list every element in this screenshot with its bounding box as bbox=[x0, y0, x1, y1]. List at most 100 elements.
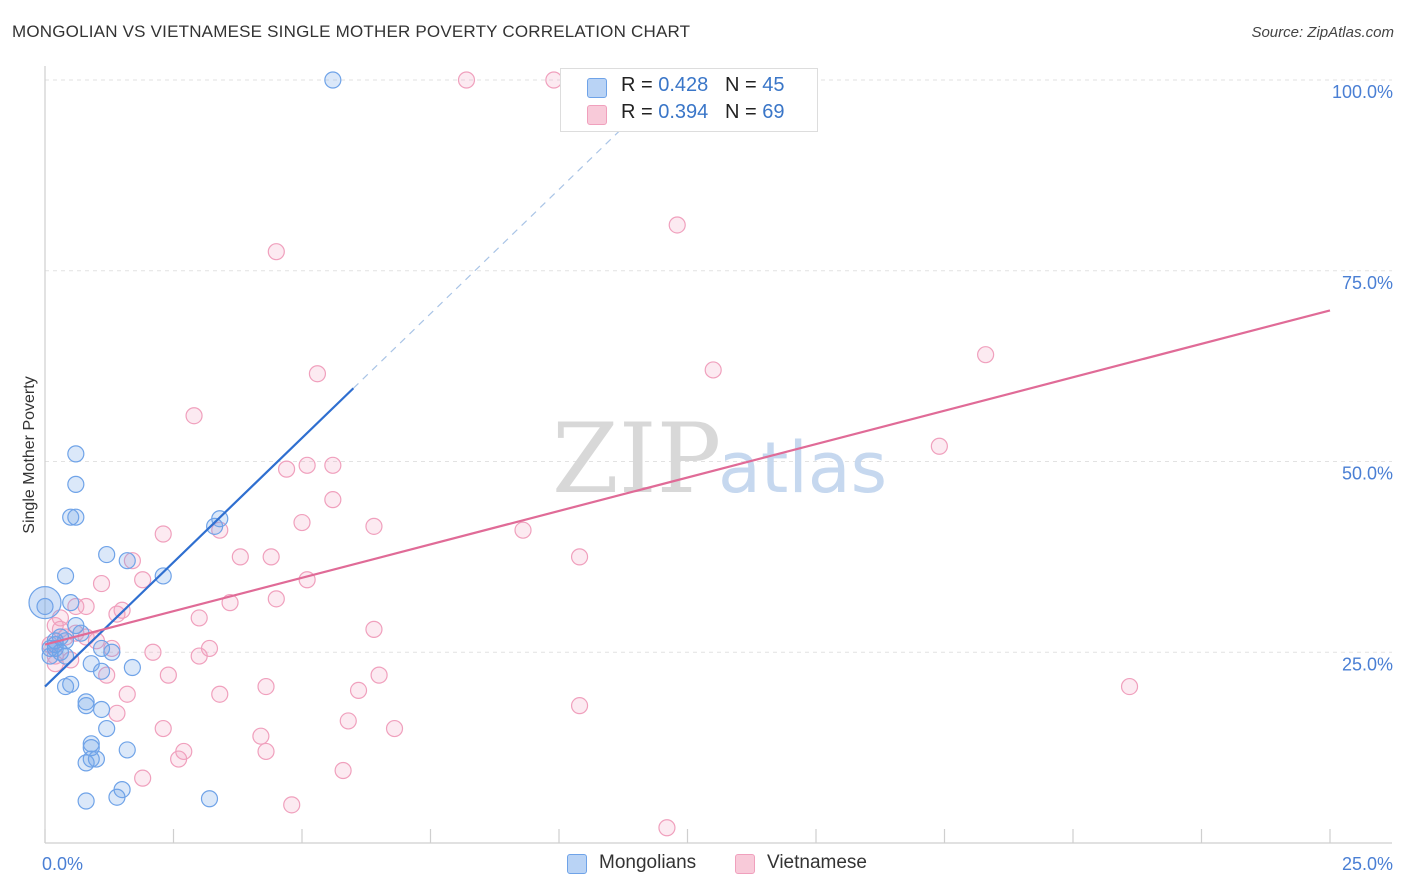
legend-text-vietnamese: R = 0.394 N = 69 bbox=[621, 101, 784, 124]
mongolians-trend-extension bbox=[352, 129, 622, 389]
vietnamese-point bbox=[930, 437, 948, 455]
vietnamese-point bbox=[324, 456, 342, 474]
vietnamese-point bbox=[349, 681, 368, 700]
vietnamese-point bbox=[365, 517, 383, 535]
r-label: R = bbox=[621, 74, 659, 96]
mongolians-point bbox=[77, 792, 95, 810]
n-label: N = bbox=[724, 74, 763, 96]
mongolians-point bbox=[92, 700, 111, 719]
mongolians-point bbox=[98, 545, 116, 564]
vietnamese-point bbox=[159, 666, 177, 684]
mongolians-point bbox=[118, 552, 136, 570]
mongolians-point bbox=[67, 508, 85, 526]
stats-legend: R = 0.428 N = 45 R = 0.394 N = 69 bbox=[560, 68, 818, 132]
mongolians-point bbox=[28, 586, 62, 620]
mongolians-point bbox=[154, 567, 172, 585]
mongolians-point bbox=[98, 719, 116, 738]
watermark-atlas: atlas bbox=[718, 427, 887, 509]
vietnamese-point bbox=[704, 361, 722, 379]
vietnamese-point bbox=[257, 742, 275, 761]
mongolians-point bbox=[123, 658, 141, 677]
r-value: 0.428 bbox=[658, 74, 709, 96]
mongolians-point bbox=[103, 643, 121, 661]
y-axis-label: Single Mother Poverty bbox=[21, 376, 38, 533]
vietnamese-point bbox=[334, 761, 352, 780]
mongolians-point bbox=[62, 594, 80, 612]
vietnamese-point bbox=[154, 719, 172, 738]
vietnamese-point bbox=[170, 750, 188, 768]
legend-text-mongolians: R = 0.428 N = 45 bbox=[621, 74, 784, 97]
mongolians-point bbox=[200, 790, 219, 808]
mongolians-point bbox=[92, 662, 111, 680]
watermark-zip: ZIP bbox=[552, 403, 721, 515]
mongolians-point bbox=[82, 735, 100, 753]
vietnamese-point bbox=[267, 590, 285, 608]
vietnamese-point bbox=[570, 548, 589, 566]
mongolians-point bbox=[67, 445, 85, 463]
y-tick-label: 100.0% bbox=[1332, 82, 1393, 102]
mongolians-trend-line bbox=[44, 387, 355, 688]
vietnamese-point bbox=[77, 597, 95, 616]
vietnamese-point bbox=[570, 697, 589, 715]
mongolians-point bbox=[62, 508, 80, 526]
vietnamese-point bbox=[658, 819, 676, 837]
mongolians-point bbox=[77, 693, 95, 711]
chart-title: MONGOLIAN VS VIETNAMESE SINGLE MOTHER PO… bbox=[12, 22, 691, 41]
mongolians-point bbox=[87, 750, 106, 768]
vietnamese-point bbox=[134, 769, 152, 787]
vietnamese-point bbox=[457, 71, 476, 89]
mongolians-point bbox=[108, 788, 126, 806]
data-points bbox=[28, 71, 1139, 837]
mongolians-legend-swatch bbox=[567, 854, 587, 874]
vietnamese-point bbox=[339, 712, 357, 730]
vietnamese-point bbox=[231, 548, 249, 566]
vietnamese-point bbox=[365, 620, 383, 638]
vietnamese-point bbox=[308, 365, 327, 383]
vietnamese-point bbox=[262, 548, 280, 566]
vietnamese-point bbox=[134, 571, 152, 589]
mongolians-point bbox=[92, 639, 111, 658]
y-tick-label: 75.0% bbox=[1342, 273, 1393, 293]
r-value: 0.394 bbox=[658, 101, 709, 123]
vietnamese-point bbox=[123, 552, 141, 570]
vietnamese-trend-line bbox=[44, 309, 1331, 646]
y-tick-label: 25.0% bbox=[1342, 654, 1393, 674]
mongolians-point bbox=[77, 697, 95, 715]
mongolians-point bbox=[46, 636, 64, 654]
n-value: 45 bbox=[762, 74, 785, 96]
mongolians-swatch bbox=[587, 78, 607, 98]
vietnamese-point bbox=[154, 525, 172, 543]
source-label: Source: ZipAtlas.com bbox=[1251, 24, 1394, 41]
vietnamese-point bbox=[370, 666, 388, 684]
trend-lines bbox=[44, 129, 1331, 688]
mongolians-point bbox=[67, 475, 85, 493]
vietnamese-point bbox=[190, 609, 208, 627]
watermark: ZIP atlas bbox=[552, 403, 887, 515]
grid-lines bbox=[45, 79, 1392, 653]
vietnamese-point bbox=[668, 216, 686, 234]
vietnamese-point bbox=[267, 243, 285, 261]
vietnamese-point bbox=[92, 574, 111, 593]
vietnamese-point bbox=[324, 491, 342, 509]
vietnamese-point bbox=[385, 719, 404, 738]
vietnamese-point bbox=[252, 727, 270, 745]
vietnamese-point bbox=[211, 685, 229, 703]
vietnamese-point bbox=[514, 521, 532, 539]
vietnamese-point bbox=[293, 513, 311, 532]
x-tick-label: 25.0% bbox=[1342, 854, 1393, 874]
vietnamese-point bbox=[977, 346, 995, 364]
vietnamese-point bbox=[108, 605, 126, 623]
mongolians-point bbox=[62, 675, 80, 693]
vietnamese-point bbox=[257, 677, 275, 696]
mongolians-point bbox=[118, 741, 136, 759]
y-tick-label: 50.0% bbox=[1342, 464, 1393, 484]
vietnamese-point bbox=[108, 704, 126, 722]
vietnamese-point bbox=[118, 685, 136, 703]
vietnamese-legend-label: Vietnamese bbox=[767, 852, 867, 873]
vietnamese-point bbox=[1120, 677, 1139, 696]
n-value: 69 bbox=[762, 101, 785, 123]
vietnamese-legend-swatch bbox=[735, 854, 755, 874]
mongolians-point bbox=[77, 754, 95, 772]
x-tick-label: 0.0% bbox=[42, 854, 83, 874]
